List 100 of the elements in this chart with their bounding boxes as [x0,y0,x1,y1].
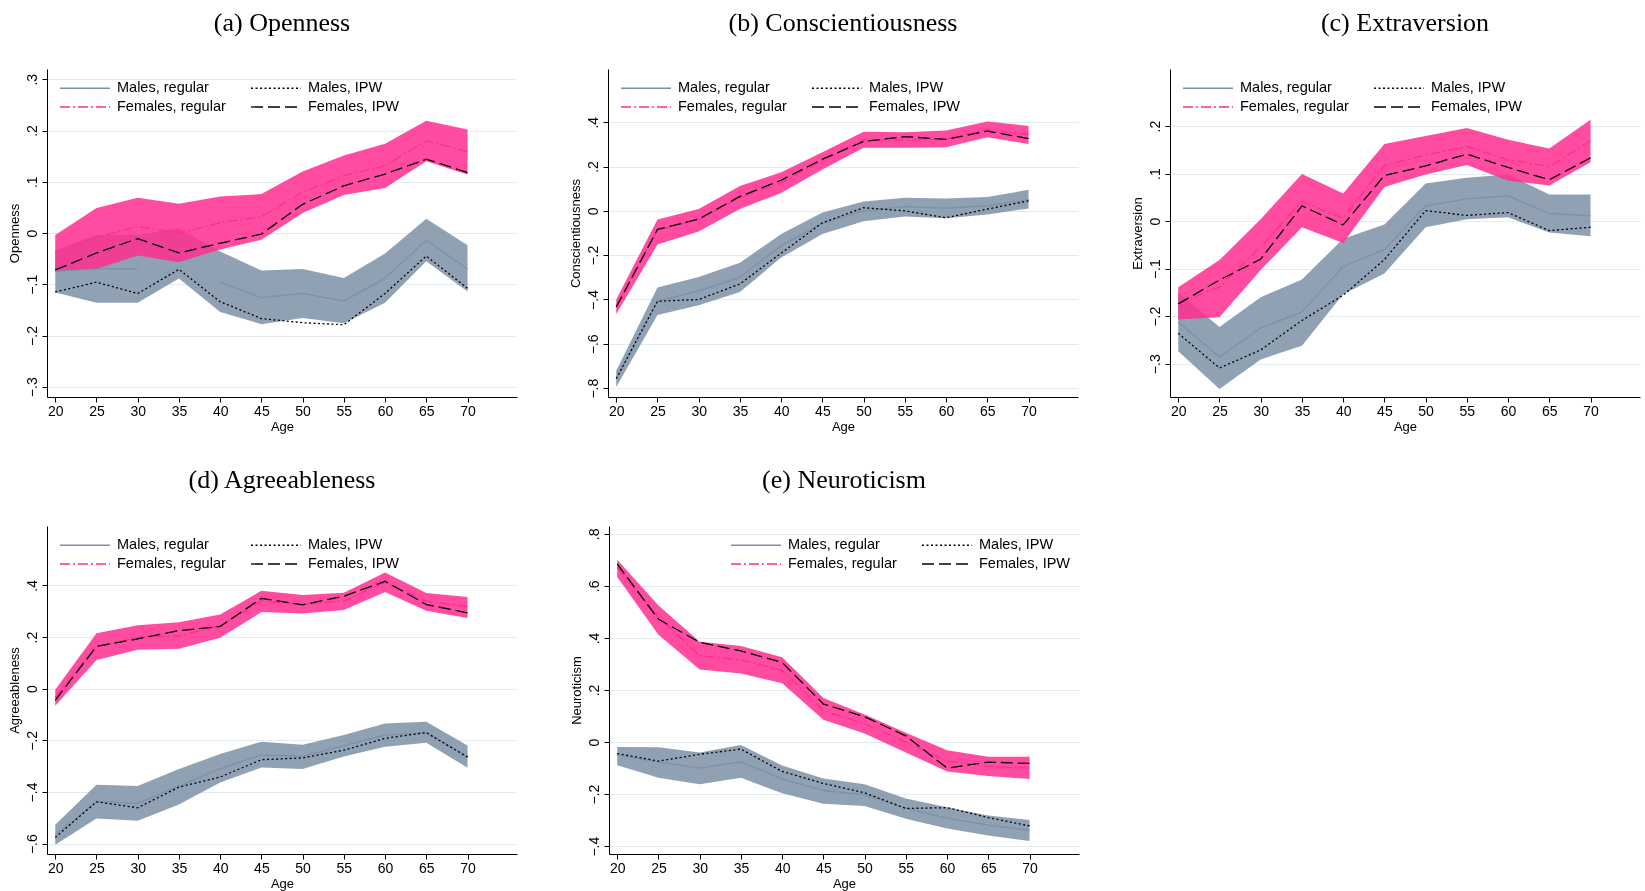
y-tick-label: 0 [585,738,602,747]
legend-label: Males, regular [117,79,210,96]
line-series [54,158,469,271]
y-tick-label: .6 [585,580,602,593]
y-tick-label: .1 [23,176,40,189]
y-tick-label: .4 [23,579,40,592]
legend-label: Males, regular [117,536,210,553]
legend-label: Females, regular [117,555,226,571]
legend-label: Females, regular [788,555,897,571]
x-tick-label: 55 [897,402,914,419]
x-tick-label: 55 [1459,402,1476,419]
y-tick-label: −.3 [23,377,40,398]
y-tick-label: −.1 [23,274,40,295]
y-tick-label: −.4 [23,782,40,803]
chart-title: (a) Openness [213,8,351,37]
x-tick-label: 60 [377,402,394,419]
x-tick-label: 45 [1377,402,1393,419]
x-tick-label: 65 [419,402,435,419]
y-tick-label: −.2 [23,325,40,346]
y-tick-label: −.2 [584,245,601,266]
x-tick-label: 25 [650,402,666,419]
x-tick-label: 20 [608,402,625,419]
y-tick-label: −.2 [1146,306,1163,327]
x-tick-label: 25 [1212,402,1228,419]
x-tick-label: 55 [336,402,353,419]
x-tick-label: 20 [47,402,64,419]
x-tick-label: 60 [938,402,955,419]
legend-label: Females, IPW [1431,98,1523,114]
x-tick-label: 60 [377,859,394,876]
x-tick-label: 30 [130,402,147,419]
x-tick-label: 30 [691,402,708,419]
y-tick-label: .1 [1146,168,1163,180]
x-tick-label: 60 [1500,402,1517,419]
y-axis-title: Agreeableness [6,646,22,734]
x-tick-label: 25 [89,402,105,419]
x-tick-label: 40 [774,859,791,876]
y-tick-label: .2 [584,160,601,173]
y-tick-label: −.8 [584,378,601,399]
y-tick-label: 0 [23,685,40,694]
x-tick-label: 55 [336,859,353,876]
y-tick-label: .2 [585,684,602,697]
y-tick-label: 0 [23,229,40,238]
x-tick-label: 25 [651,859,667,876]
y-tick-label: −.2 [23,730,40,751]
x-tick-label: 30 [1253,402,1270,419]
legend-label: Females, IPW [308,98,400,114]
x-tick-label: 65 [980,402,996,419]
legend-label: Females, IPW [979,555,1071,571]
line-series [54,255,469,326]
x-tick-label: 65 [981,859,997,876]
y-tick-label: .2 [23,631,40,644]
chart-title: (d) Agreeableness [188,465,376,494]
x-tick-label: 25 [89,859,105,876]
x-tick-label: 70 [1021,402,1038,419]
x-tick-label: 50 [856,402,873,419]
legend-label: Males, IPW [869,79,944,96]
y-tick-label: 0 [584,207,601,216]
y-tick-label: .8 [585,528,602,541]
legend-label: Females, IPW [308,555,400,571]
x-tick-label: 45 [254,859,270,876]
chart-title: (b) Conscientiousness [728,8,958,37]
x-tick-label: 40 [212,402,229,419]
x-tick-label: 20 [47,859,64,876]
x-tick-label: 40 [212,859,229,876]
x-tick-label: 60 [939,859,956,876]
x-tick-label: 30 [130,859,147,876]
x-tick-label: 20 [609,859,626,876]
x-tick-label: 35 [171,859,188,876]
legend-label: Males, regular [1240,79,1333,96]
chart-title: (c) Extraversion [1320,8,1490,37]
y-tick-label: .2 [23,124,40,137]
y-tick-label: −.1 [1146,259,1163,280]
x-tick-label: 50 [857,859,874,876]
x-tick-label: 30 [692,859,709,876]
x-tick-label: 40 [1335,402,1352,419]
x-tick-label: 70 [460,859,477,876]
y-tick-label: 0 [1146,217,1163,226]
y-axis-title: Neuroticism [568,656,584,725]
x-tick-label: 70 [1022,859,1039,876]
y-axis-title: Conscientiousness [567,178,583,289]
x-axis-title: Age [1393,418,1418,434]
y-tick-label: −.2 [585,784,602,805]
legend-label: Males, regular [678,79,771,96]
x-tick-label: 70 [1583,402,1600,419]
y-tick-label: .4 [584,116,601,129]
x-axis-title: Age [270,875,295,891]
y-tick-label: .4 [585,632,602,645]
chart-title: (e) Neuroticism [762,465,926,494]
x-tick-label: 45 [815,402,831,419]
x-axis-title: Age [831,418,856,434]
legend-label: Males, IPW [308,79,383,96]
x-tick-label: 50 [295,859,312,876]
x-tick-label: 35 [171,402,188,419]
y-tick-label: −.6 [584,334,601,355]
y-tick-label: .3 [23,73,40,86]
x-tick-label: 70 [460,402,477,419]
x-tick-label: 35 [733,859,750,876]
legend-label: Females, IPW [869,98,961,114]
x-tick-label: 40 [773,402,790,419]
x-tick-label: 35 [732,402,749,419]
